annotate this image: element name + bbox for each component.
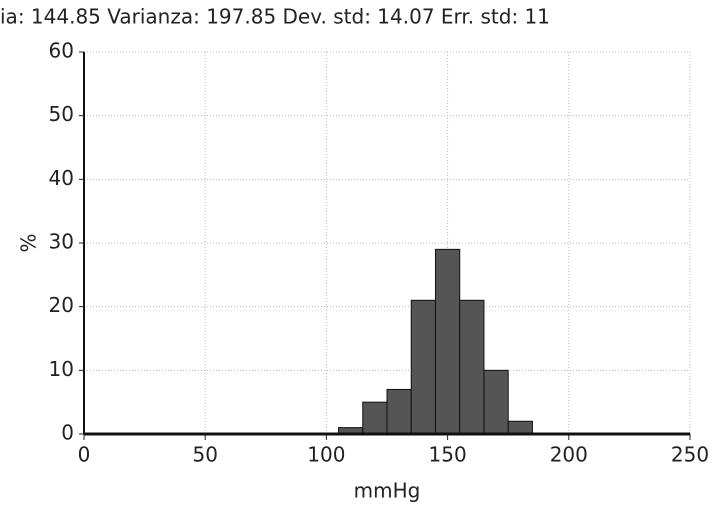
x-axis-label: mmHg (354, 479, 421, 503)
bar (362, 401, 388, 435)
x-tick-label: 50 (192, 443, 217, 467)
chart-title: ia: 144.85 Varianza: 197.85 Dev. std: 14… (0, 5, 550, 29)
y-tick-label: 0 (61, 421, 74, 445)
x-tick-label: 150 (429, 443, 467, 467)
y-axis-label: % (17, 233, 41, 252)
y-tick-label: 20 (49, 293, 74, 317)
y-tick-label: 30 (49, 230, 74, 254)
bar (483, 369, 509, 435)
bar (386, 388, 412, 435)
bar (507, 420, 533, 435)
bar (410, 299, 436, 435)
y-tick-label: 50 (49, 102, 74, 126)
y-tick-label: 10 (49, 357, 74, 381)
y-tick-label: 60 (49, 39, 74, 63)
x-tick-label: 250 (671, 443, 709, 467)
x-tick-label: 100 (307, 443, 345, 467)
bar (434, 248, 461, 435)
bar (459, 299, 485, 435)
x-tick-label: 200 (550, 443, 588, 467)
y-tick-label: 40 (49, 166, 74, 190)
x-tick-label: 0 (78, 443, 91, 467)
